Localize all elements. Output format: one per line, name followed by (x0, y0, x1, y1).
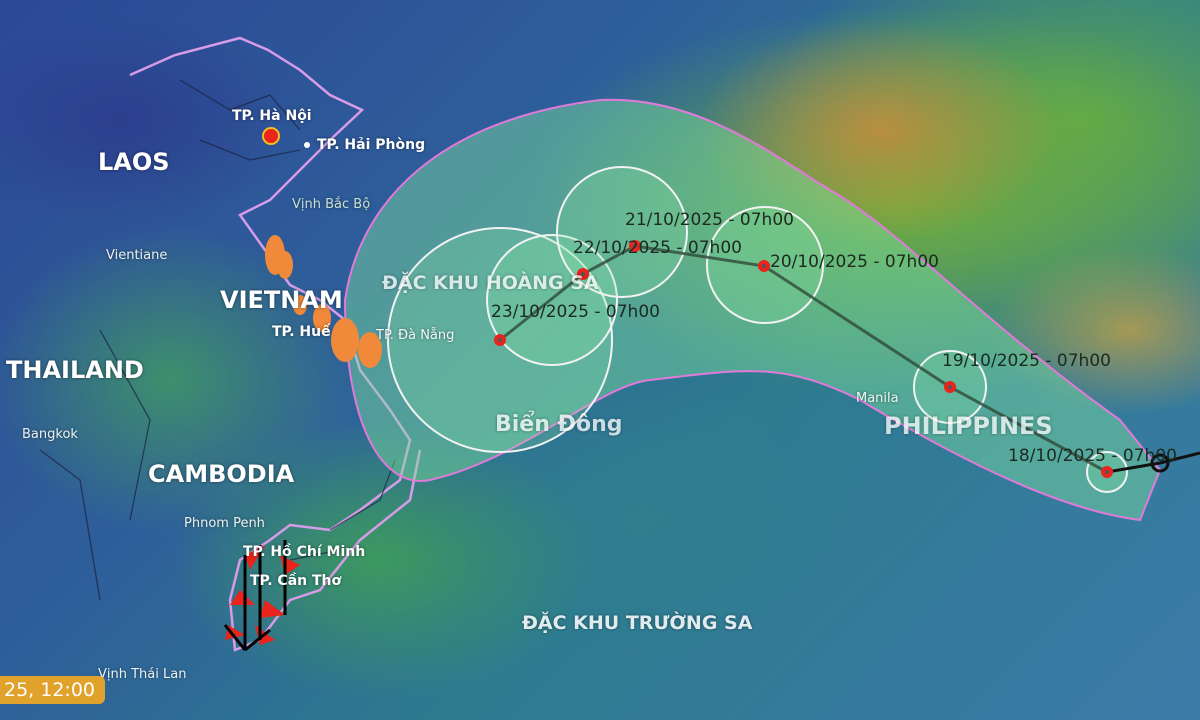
city-label-hue: TP. Huế (272, 324, 331, 340)
forecast-track (499, 244, 1108, 474)
city-label-haiphong: TP. Hải Phòng (317, 137, 426, 153)
storm-icon (1101, 466, 1113, 478)
past-position-marker[interactable] (1150, 453, 1170, 473)
storm-icons[interactable] (494, 240, 1113, 478)
storm-icon (577, 268, 589, 280)
capital-star-icon (262, 127, 280, 145)
storm-icon (629, 240, 641, 252)
sea-label-bacbo: Vịnh Bắc Bộ (292, 197, 371, 212)
storm-icon (758, 260, 770, 272)
province-lines (39, 79, 396, 601)
city-label-hcm: TP. Hồ Chí Minh (243, 544, 366, 560)
wind-barb-icons (223, 540, 300, 652)
forecast-cone (343, 98, 1162, 522)
forecast-label-20: 20/10/2025 - 07h00 (770, 252, 939, 272)
country-label-cambodia: CAMBODIA (148, 460, 295, 488)
country-label-vietnam: VIETNAM (220, 286, 343, 314)
forecast-label-22: 22/10/2025 - 07h00 (573, 238, 742, 258)
sea-label-truongsa: ĐẶC KHU TRƯỜNG SA (522, 612, 753, 634)
country-label-laos: LAOS (98, 148, 170, 176)
city-label-manila: Manila (856, 391, 899, 406)
city-dot (304, 142, 310, 148)
sea-label-hoangsa: ĐẶC KHU HOÀNG SA (382, 272, 599, 294)
city-label-hanoi: TP. Hà Nội (232, 108, 312, 124)
city-label-cantho: TP. Cần Thơ (250, 573, 342, 589)
country-label-philippines: PHILIPPINES (884, 412, 1053, 440)
storm-icon (494, 334, 506, 346)
sea-label-thailan: Vịnh Thái Lan (98, 667, 187, 682)
forecast-label-23: 23/10/2025 - 07h00 (491, 302, 660, 322)
sea-label-biendong: Biển Đông (495, 412, 623, 437)
storm-icon (944, 381, 956, 393)
city-label-phnompenh: Phnom Penh (184, 516, 265, 531)
rain-drop-icons (265, 235, 382, 368)
country-label-thailand: THAILAND (6, 356, 144, 384)
past-track (1106, 451, 1200, 474)
time-badge[interactable]: 25, 12:00 (0, 676, 106, 704)
city-label-danang: TP. Đà Nẵng (376, 328, 455, 343)
forecast-label-21: 21/10/2025 - 07h00 (625, 210, 794, 230)
forecast-label-19: 19/10/2025 - 07h00 (942, 351, 1111, 371)
city-label-vientiane: Vientiane (106, 248, 168, 263)
forecast-label-18: 18/10/2025 - 07h00 (1008, 446, 1177, 466)
city-label-bangkok: Bangkok (22, 427, 78, 442)
